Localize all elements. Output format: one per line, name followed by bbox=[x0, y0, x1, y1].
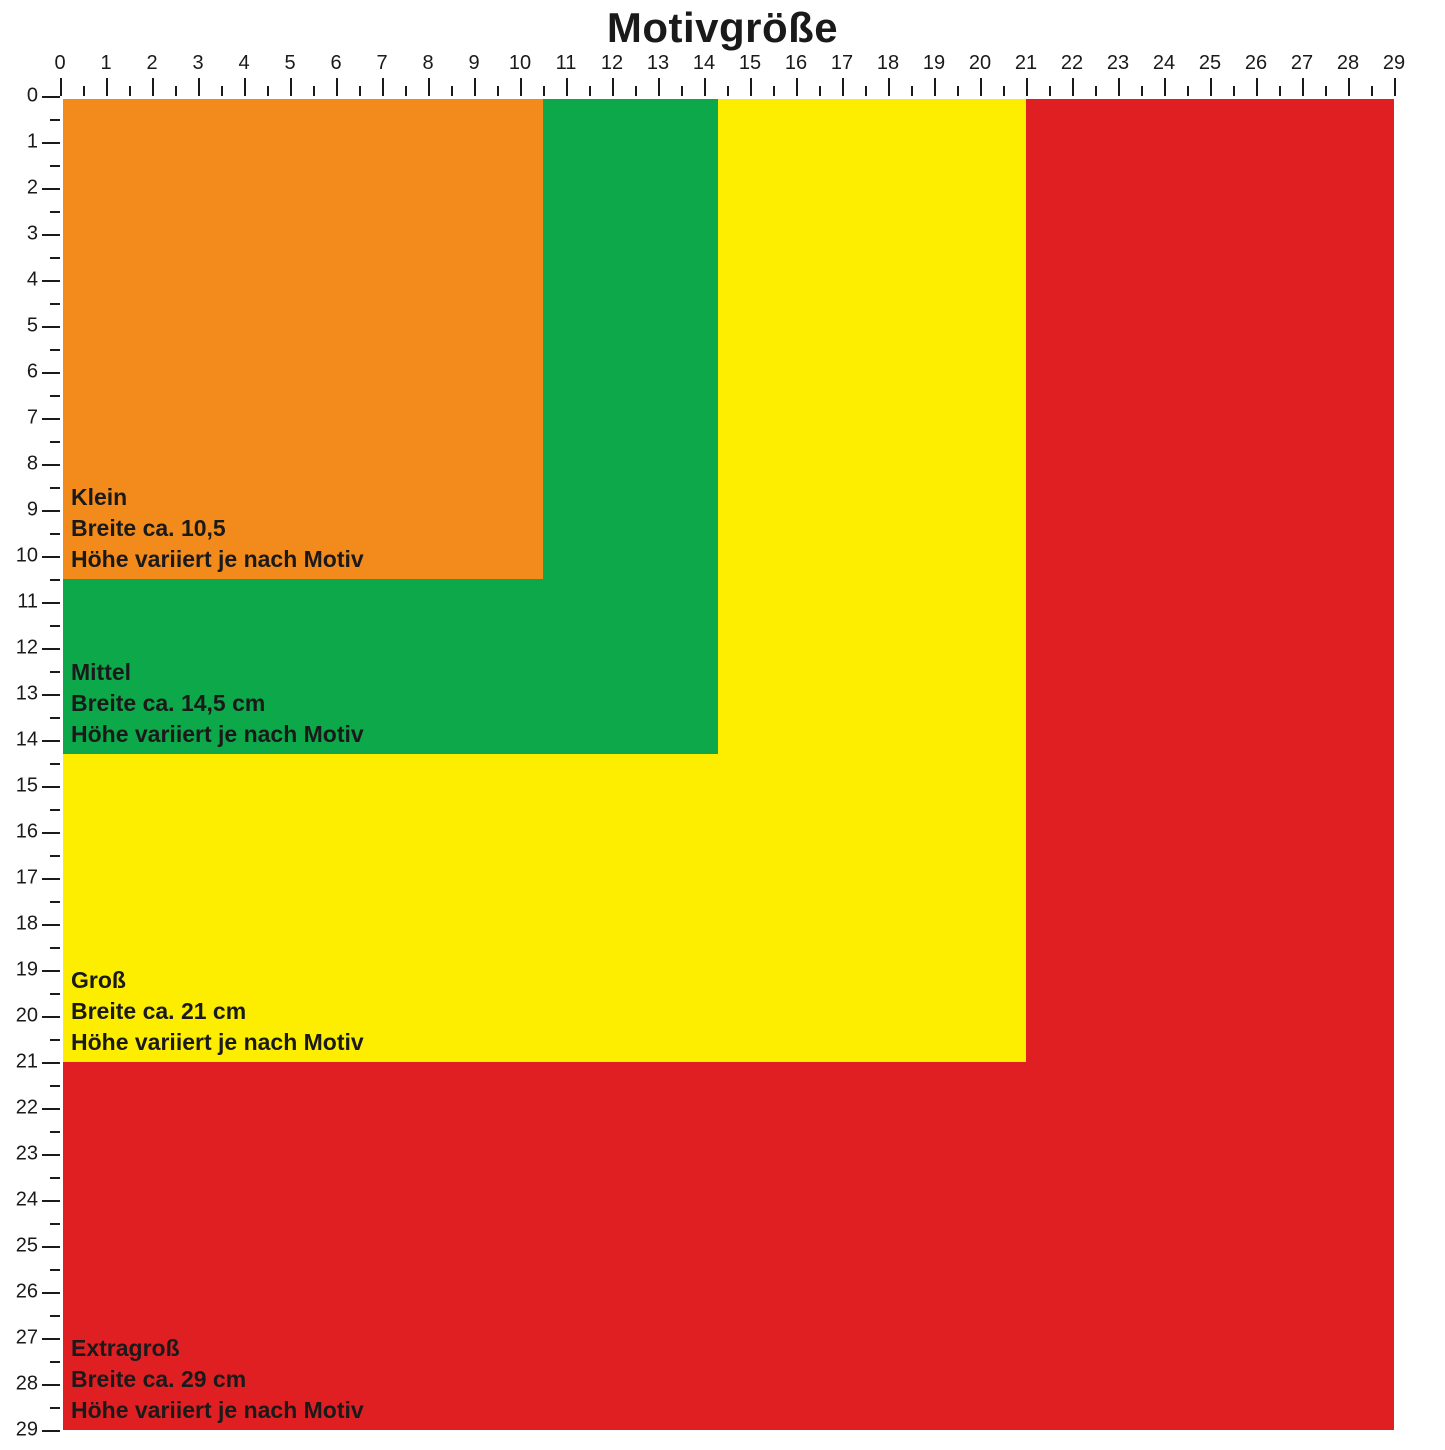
ruler-left-label: 20 bbox=[10, 1005, 38, 1028]
ruler-left-label: 18 bbox=[10, 913, 38, 936]
ruler-left-label: 12 bbox=[10, 637, 38, 660]
ruler-left-label: 26 bbox=[10, 1281, 38, 1304]
ruler-top-label: 4 bbox=[238, 52, 249, 75]
ruler-left: 0123456789101112131415161718192021222324… bbox=[12, 96, 60, 1450]
ruler-top-label: 5 bbox=[284, 52, 295, 75]
ruler-top-label: 27 bbox=[1291, 52, 1313, 75]
size-box-labels: MittelBreite ca. 14,5 cmHöhe variiert je… bbox=[71, 657, 364, 750]
ruler-left-label: 6 bbox=[10, 361, 38, 384]
ruler-top-label: 16 bbox=[785, 52, 807, 75]
ruler-left-label: 0 bbox=[10, 85, 38, 108]
ruler-top-label: 28 bbox=[1337, 52, 1359, 75]
ruler-top-label: 11 bbox=[556, 52, 577, 75]
ruler-top-label: 8 bbox=[422, 52, 433, 75]
ruler-top-label: 20 bbox=[969, 52, 991, 75]
ruler-top-label: 3 bbox=[192, 52, 203, 75]
ruler-left-label: 17 bbox=[10, 867, 38, 890]
ruler-left-label: 22 bbox=[10, 1097, 38, 1120]
ruler-top-label: 0 bbox=[54, 52, 65, 75]
ruler-top-label: 21 bbox=[1015, 52, 1037, 75]
ruler-left-label: 24 bbox=[10, 1189, 38, 1212]
size-box-labels: GroßBreite ca. 21 cmHöhe variiert je nac… bbox=[71, 965, 364, 1058]
ruler-left-label: 27 bbox=[10, 1327, 38, 1350]
ruler-top-label: 1 bbox=[100, 52, 111, 75]
ruler-top-label: 29 bbox=[1383, 52, 1405, 75]
ruler-left-label: 28 bbox=[10, 1373, 38, 1396]
ruler-left-label: 19 bbox=[10, 959, 38, 982]
ruler-top-label: 12 bbox=[601, 52, 623, 75]
size-name: Klein bbox=[71, 482, 364, 513]
ruler-top-label: 6 bbox=[330, 52, 341, 75]
size-name: Groß bbox=[71, 965, 364, 996]
ruler-left-label: 2 bbox=[10, 177, 38, 200]
size-height: Höhe variiert je nach Motiv bbox=[71, 1027, 364, 1058]
ruler-left-label: 10 bbox=[10, 545, 38, 568]
size-height: Höhe variiert je nach Motiv bbox=[71, 719, 364, 750]
ruler-left-label: 29 bbox=[10, 1419, 38, 1442]
ruler-left-label: 21 bbox=[10, 1051, 38, 1074]
size-height: Höhe variiert je nach Motiv bbox=[71, 544, 364, 575]
ruler-top-label: 23 bbox=[1107, 52, 1129, 75]
ruler-left-label: 15 bbox=[10, 775, 38, 798]
ruler-top-label: 10 bbox=[509, 52, 531, 75]
ruler-top-label: 9 bbox=[468, 52, 479, 75]
ruler-left-label: 23 bbox=[10, 1143, 38, 1166]
size-width: Breite ca. 21 cm bbox=[71, 996, 364, 1027]
ruler-top: 0123456789101112131415161718192021222324… bbox=[60, 48, 1414, 96]
size-name: Mittel bbox=[71, 657, 364, 688]
page-title: Motivgröße bbox=[0, 4, 1445, 52]
ruler-left-label: 25 bbox=[10, 1235, 38, 1258]
ruler-top-label: 19 bbox=[923, 52, 945, 75]
ruler-top-label: 2 bbox=[146, 52, 157, 75]
ruler-left-label: 3 bbox=[10, 223, 38, 246]
size-name: Extragroß bbox=[71, 1333, 364, 1364]
ruler-left-label: 9 bbox=[10, 499, 38, 522]
ruler-left-label: 5 bbox=[10, 315, 38, 338]
ruler-left-label: 13 bbox=[10, 683, 38, 706]
size-width: Breite ca. 10,5 bbox=[71, 513, 364, 544]
size-box-labels: ExtragroßBreite ca. 29 cmHöhe variiert j… bbox=[71, 1333, 364, 1426]
ruler-top-label: 26 bbox=[1245, 52, 1267, 75]
ruler-top-label: 14 bbox=[693, 52, 715, 75]
ruler-left-label: 4 bbox=[10, 269, 38, 292]
ruler-left-label: 16 bbox=[10, 821, 38, 844]
size-box-klein: KleinBreite ca. 10,5Höhe variiert je nac… bbox=[63, 99, 543, 579]
ruler-top-label: 18 bbox=[877, 52, 899, 75]
ruler-top-label: 7 bbox=[376, 52, 387, 75]
ruler-top-label: 24 bbox=[1153, 52, 1175, 75]
size-width: Breite ca. 29 cm bbox=[71, 1364, 364, 1395]
ruler-left-label: 14 bbox=[10, 729, 38, 752]
size-box-labels: KleinBreite ca. 10,5Höhe variiert je nac… bbox=[71, 482, 364, 575]
size-plot: ExtragroßBreite ca. 29 cmHöhe variiert j… bbox=[60, 96, 1394, 1430]
ruler-top-label: 13 bbox=[647, 52, 669, 75]
ruler-top-label: 22 bbox=[1061, 52, 1083, 75]
ruler-left-label: 8 bbox=[10, 453, 38, 476]
ruler-left-label: 7 bbox=[10, 407, 38, 430]
ruler-left-label: 1 bbox=[10, 131, 38, 154]
ruler-top-label: 15 bbox=[739, 52, 761, 75]
ruler-top-label: 25 bbox=[1199, 52, 1221, 75]
ruler-left-label: 11 bbox=[10, 591, 38, 614]
size-height: Höhe variiert je nach Motiv bbox=[71, 1395, 364, 1426]
size-width: Breite ca. 14,5 cm bbox=[71, 688, 364, 719]
ruler-top-label: 17 bbox=[831, 52, 853, 75]
